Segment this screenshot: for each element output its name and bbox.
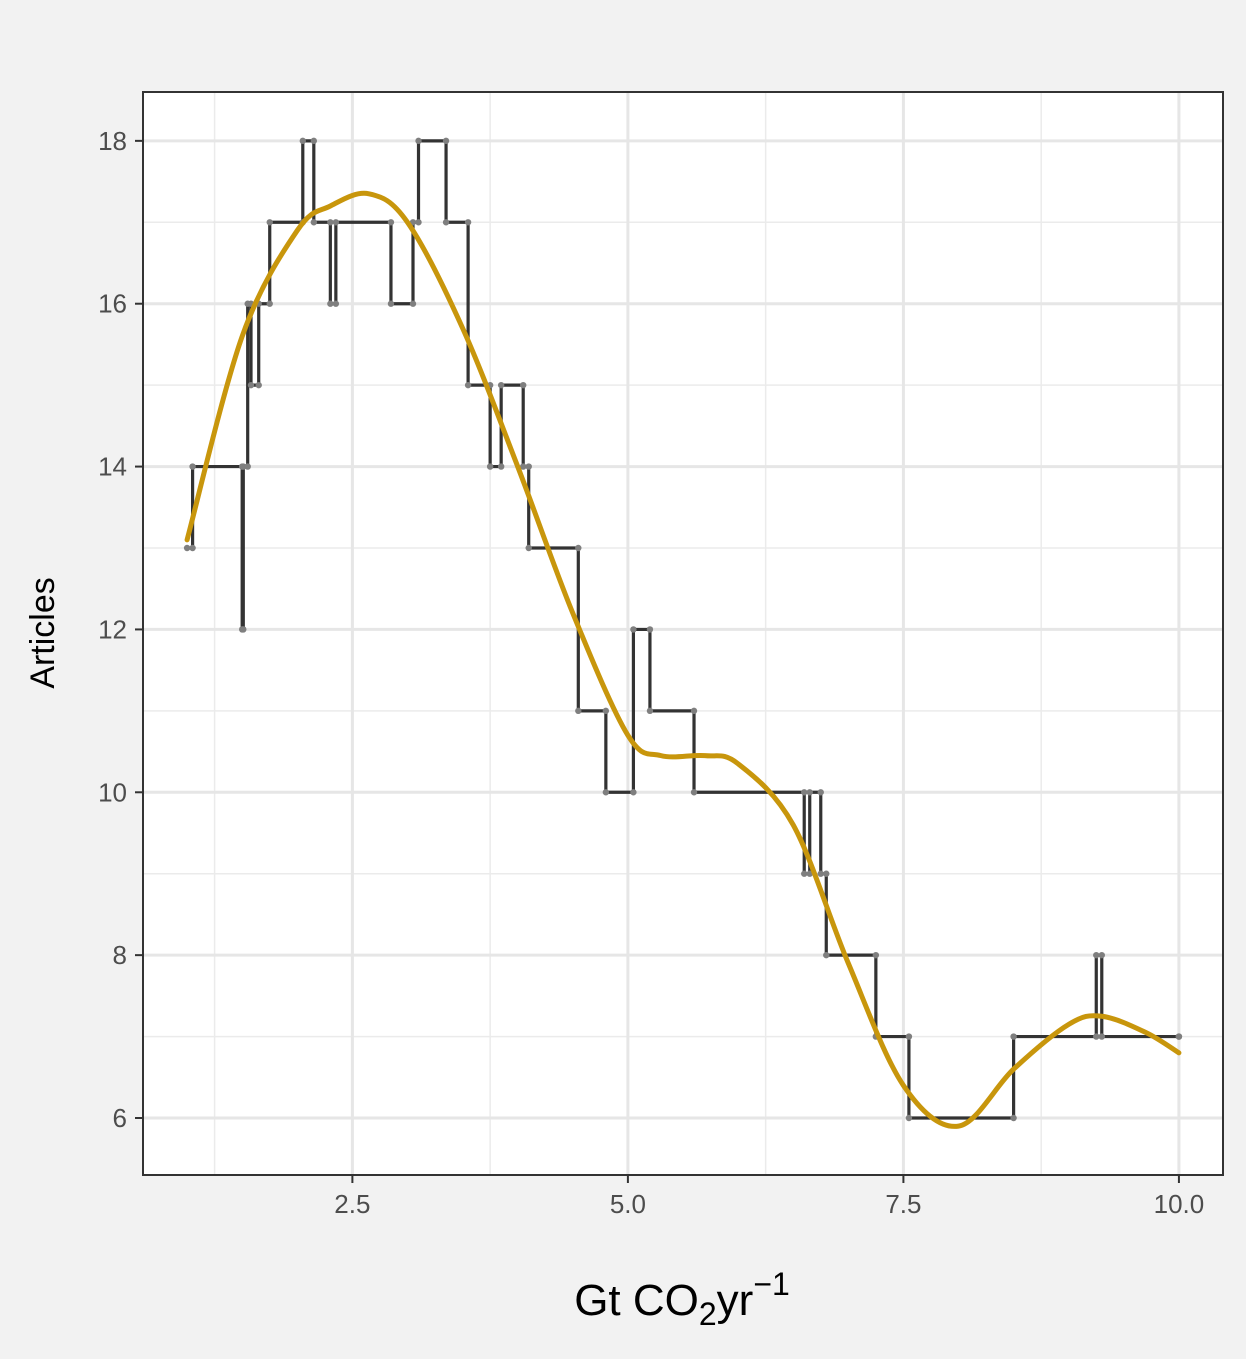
step-point xyxy=(905,1114,913,1122)
y-tick-label: 8 xyxy=(113,940,127,970)
step-point xyxy=(266,300,273,307)
x-axis-ticks: 2.5 5.0 7.5 10.0 xyxy=(334,1175,1204,1219)
step-point xyxy=(1175,1033,1183,1040)
step-point xyxy=(327,219,334,226)
y-tick-label: 6 xyxy=(113,1103,127,1133)
step-point xyxy=(630,626,637,633)
step-point xyxy=(464,219,472,226)
step-point xyxy=(244,463,251,470)
step-point xyxy=(409,300,417,307)
step-point xyxy=(332,219,340,226)
step-point xyxy=(630,789,637,796)
step-point xyxy=(525,544,532,552)
panel-background xyxy=(143,92,1223,1175)
step-point xyxy=(266,219,273,226)
step-point xyxy=(247,381,255,389)
y-axis-ticks: 6 8 10 12 14 16 18 xyxy=(98,126,143,1133)
step-point xyxy=(520,381,527,389)
step-point xyxy=(602,789,610,796)
step-point xyxy=(387,219,395,226)
step-point xyxy=(1010,1114,1017,1122)
x-tick-label: 5.0 xyxy=(610,1189,646,1219)
x-axis-title-subscript: 2 xyxy=(699,1296,717,1332)
step-point xyxy=(646,626,654,633)
smooth-curve xyxy=(184,190,1182,1129)
step-point xyxy=(189,463,196,470)
step-point xyxy=(823,870,830,877)
step-point xyxy=(240,626,247,633)
grid-minor xyxy=(143,92,1223,1175)
x-axis-title-unit: yr xyxy=(717,1276,754,1325)
step-point xyxy=(1010,1033,1017,1040)
y-tick-label: 16 xyxy=(98,289,127,319)
grid-major xyxy=(143,92,1223,1175)
step-point xyxy=(690,789,698,796)
step-point xyxy=(817,789,824,796)
step-point xyxy=(183,544,191,552)
step-point xyxy=(602,707,610,715)
step-point xyxy=(1093,951,1100,959)
x-axis-title-base: Gt CO xyxy=(574,1276,699,1325)
step-point xyxy=(415,219,422,226)
y-axis-title: Articles xyxy=(24,577,62,688)
step-point xyxy=(310,219,318,226)
step-series xyxy=(183,137,1183,1122)
step-point xyxy=(575,544,582,552)
step-point xyxy=(905,1033,913,1040)
y-tick-label: 14 xyxy=(98,452,127,482)
step-point xyxy=(486,463,494,470)
x-tick-label: 7.5 xyxy=(885,1189,921,1219)
x-axis-title: Gt CO2yr−1 xyxy=(574,1266,790,1332)
x-tick-label: 2.5 xyxy=(334,1189,370,1219)
step-point xyxy=(327,300,334,307)
step-point xyxy=(299,137,306,145)
step-point xyxy=(332,300,340,307)
step-point xyxy=(387,300,395,307)
step-point xyxy=(497,463,505,470)
step-point xyxy=(1093,1033,1100,1040)
step-point xyxy=(310,137,318,145)
step-point xyxy=(575,707,582,715)
step-point xyxy=(646,707,654,715)
step-point xyxy=(872,951,880,959)
step-point xyxy=(255,381,262,389)
smooth-series xyxy=(184,190,1182,1129)
step-line xyxy=(187,139,1179,1120)
step-point xyxy=(520,463,527,470)
step-point xyxy=(497,381,505,389)
step-point xyxy=(442,137,450,145)
step-point xyxy=(464,381,472,389)
step-point xyxy=(415,137,422,145)
y-tick-label: 18 xyxy=(98,126,127,156)
x-axis-title-superscript: −1 xyxy=(753,1266,789,1302)
step-point xyxy=(817,870,824,877)
step-point xyxy=(823,951,830,959)
step-point xyxy=(806,789,813,796)
step-point xyxy=(240,463,247,470)
y-tick-label: 10 xyxy=(98,777,127,807)
step-point xyxy=(189,544,196,552)
step-point xyxy=(1098,951,1105,959)
x-tick-label: 10.0 xyxy=(1154,1189,1205,1219)
step-point xyxy=(801,870,808,877)
step-point xyxy=(801,789,808,796)
step-point xyxy=(442,219,450,226)
step-point xyxy=(525,463,532,470)
panel-border xyxy=(142,91,1224,1176)
step-point xyxy=(1098,1033,1105,1040)
y-tick-label: 12 xyxy=(98,614,127,644)
step-point xyxy=(690,707,698,715)
